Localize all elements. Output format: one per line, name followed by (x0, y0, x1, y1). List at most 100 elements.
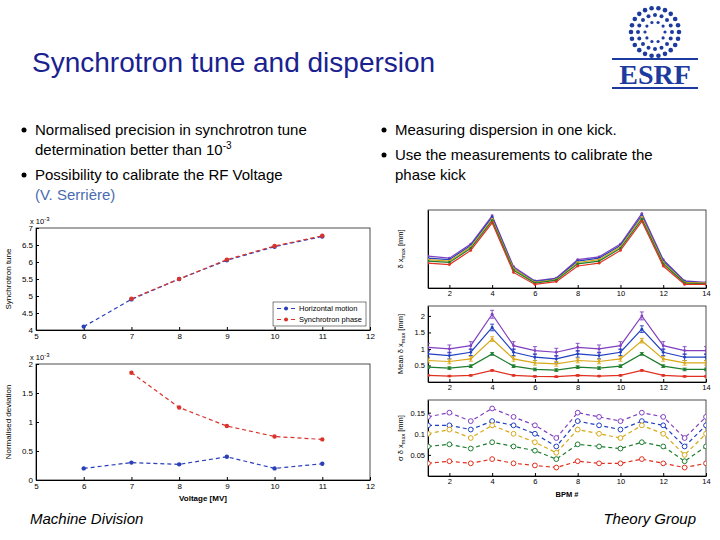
data-point (576, 353, 579, 356)
tick-label: 12 (660, 289, 668, 298)
data-point (491, 338, 494, 341)
data-point (618, 461, 623, 466)
tick-mark (428, 455, 431, 456)
data-point (555, 280, 558, 283)
data-point (469, 344, 472, 347)
legend-marker (284, 307, 288, 311)
tick-mark (428, 413, 431, 414)
error-bar (618, 357, 622, 362)
data-point (639, 440, 644, 445)
x-tick: 6 (82, 477, 87, 491)
data-point (428, 262, 429, 265)
data-point (447, 427, 452, 432)
logo-dot (661, 36, 664, 39)
error-bar (512, 342, 516, 350)
slide-title: Synchrotron tune and dispersion (32, 47, 435, 78)
tick-label: 4.5 (22, 309, 34, 318)
data-point (468, 461, 473, 466)
error-bar (428, 343, 430, 351)
y-axis-title: Normalised deviation (4, 385, 13, 460)
tick-label: 0.1 (415, 430, 425, 439)
data-point (491, 313, 494, 316)
data-point (555, 362, 558, 365)
series-line (428, 219, 706, 284)
error-bar (490, 353, 494, 356)
data-point (705, 282, 706, 285)
x-axis: 2468101214 (429, 379, 711, 392)
data-point (490, 457, 495, 462)
legend-marker (284, 318, 288, 322)
data-point (618, 419, 623, 424)
data-point (468, 427, 473, 432)
logo-dot (656, 40, 659, 43)
y-axis-title-unit: [mm] (396, 415, 405, 434)
tick-label: 9 (225, 482, 230, 491)
chart-panel: 5678910111200.511.52Normalised deviation… (4, 352, 375, 503)
error-bar (576, 366, 580, 369)
logo: ESRF (612, 6, 698, 90)
data-point (618, 446, 623, 451)
series-line (428, 216, 706, 283)
y-tick: 0.15 (410, 409, 431, 418)
logo-dot (630, 36, 635, 41)
data-point (534, 283, 537, 286)
error-bar (683, 347, 687, 355)
y-tick: 6 (29, 258, 39, 267)
y-axis-title: Synchrotron tune (4, 248, 13, 309)
y-axis: 0.511.52 (415, 307, 431, 383)
plot-area (428, 212, 706, 286)
tick-mark (227, 477, 228, 480)
logo-dot (673, 17, 678, 22)
data-point (272, 466, 276, 470)
x-tick: 6 (533, 473, 537, 486)
data-point (428, 414, 430, 419)
error-bar (512, 357, 516, 362)
data-point (448, 354, 451, 357)
data-point (640, 339, 643, 342)
error-bar (447, 345, 451, 353)
tick-mark (36, 313, 39, 314)
tick-mark (36, 451, 39, 452)
tick-label: 1 (421, 345, 425, 354)
x-tick: 8 (177, 327, 182, 341)
data-point (177, 277, 181, 281)
data-point (511, 414, 516, 419)
y-tick: 2 (421, 312, 431, 321)
tick-mark (620, 379, 621, 382)
data-point (428, 423, 430, 428)
tick-label: 7 (130, 482, 135, 491)
data-point (705, 356, 706, 359)
y-axis: 44.555.566.57 (22, 224, 39, 335)
tick-label: 6 (533, 289, 537, 298)
data-point (554, 450, 559, 455)
x-axis: 56789101112 (34, 327, 375, 341)
y-axis-title-part: δ x (396, 258, 405, 268)
x-tick: 2 (448, 379, 452, 392)
tick-mark (36, 330, 39, 331)
tick-label: 11 (319, 482, 328, 491)
tick-mark (370, 477, 371, 480)
data-point (661, 423, 666, 428)
data-point (491, 353, 494, 356)
bullet-line: Possibility to calibrate the RF Voltage (35, 166, 283, 183)
tick-label: 1.5 (415, 328, 425, 337)
chart-panel: 24681012140.511.52Mean δ xmax [mm] (396, 306, 711, 392)
bullet-list: Normalised precision in synchrotron tune… (22, 121, 307, 203)
tick-label: 9 (225, 332, 230, 341)
error-bar (554, 362, 558, 367)
tick-mark (322, 327, 323, 330)
tick-label: 0 (29, 476, 34, 485)
data-point (640, 353, 643, 356)
y-axis-title-part: Mean δ x (396, 343, 405, 374)
data-point (447, 410, 452, 415)
data-point (272, 434, 276, 438)
tick-label: 12 (366, 482, 375, 491)
data-point (618, 427, 623, 432)
series (428, 337, 706, 366)
bullet-list: Measuring dispersion in one kick.Use the… (382, 121, 653, 183)
logo-dot (676, 36, 681, 41)
series-line (428, 421, 706, 446)
x-tick: 10 (617, 285, 625, 298)
data-point (554, 436, 559, 441)
tick-label: 4 (29, 326, 34, 335)
